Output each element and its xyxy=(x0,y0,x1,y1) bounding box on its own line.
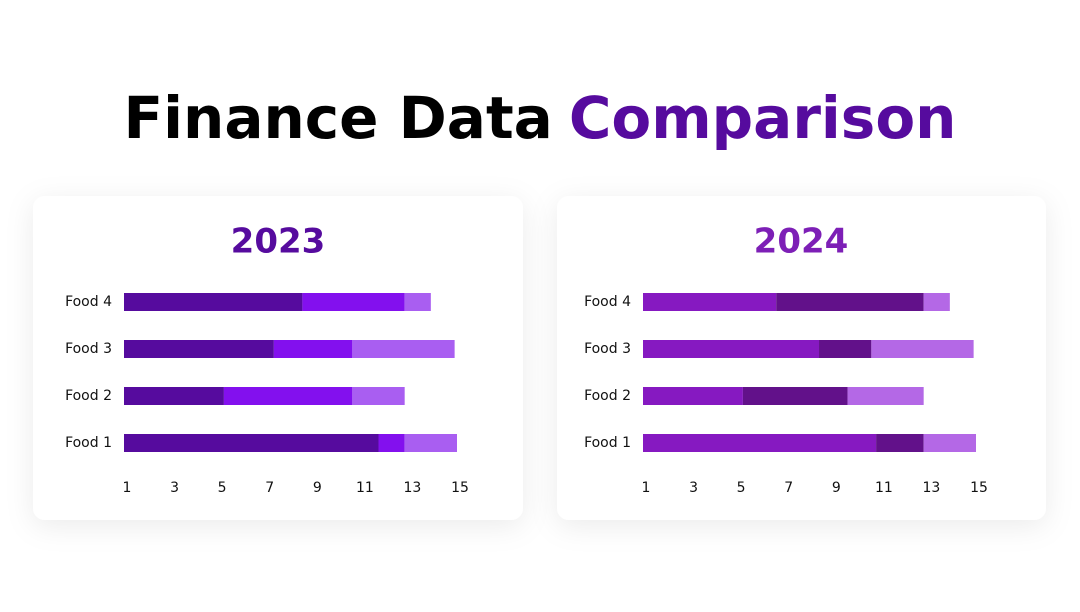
bar-segment xyxy=(124,387,224,405)
x-tick-label: 13 xyxy=(923,480,941,496)
x-tick-label: 1 xyxy=(123,480,132,496)
x-tick-label: 9 xyxy=(313,480,322,496)
x-tick-label: 7 xyxy=(784,480,793,496)
y-tick-label: Food 4 xyxy=(584,294,631,310)
slide-title: Finance Data Comparison xyxy=(124,84,957,152)
x-tick-label: 9 xyxy=(832,480,841,496)
bar-segment xyxy=(923,293,950,311)
bar-segment xyxy=(124,434,379,452)
bar-segment xyxy=(404,434,457,452)
x-tick-label: 13 xyxy=(404,480,422,496)
bar-segment xyxy=(776,293,924,311)
bar-segment xyxy=(643,340,820,358)
x-tick-label: 1 xyxy=(642,480,651,496)
chart-title: 2023 xyxy=(231,222,326,262)
bar-segment xyxy=(847,387,924,405)
y-tick-label: Food 1 xyxy=(584,435,631,451)
x-tick-label: 15 xyxy=(970,480,988,496)
bar-segment xyxy=(643,293,777,311)
x-tick-label: 11 xyxy=(356,480,374,496)
y-tick-label: Food 3 xyxy=(65,341,112,357)
bar-segment xyxy=(223,387,353,405)
bar-segment xyxy=(302,293,405,311)
x-tick-label: 3 xyxy=(170,480,179,496)
x-tick-label: 5 xyxy=(737,480,746,496)
bar-segment xyxy=(871,340,974,358)
bar-segment xyxy=(273,340,353,358)
y-tick-label: Food 2 xyxy=(584,388,631,404)
chart-title: 2024 xyxy=(754,222,849,262)
bar-segment xyxy=(378,434,405,452)
x-tick-label: 5 xyxy=(218,480,227,496)
bar-segment xyxy=(876,434,924,452)
bar-segment xyxy=(643,387,743,405)
bar-segment xyxy=(404,293,431,311)
bar-segment xyxy=(819,340,872,358)
x-tick-label: 11 xyxy=(875,480,893,496)
y-tick-label: Food 3 xyxy=(584,341,631,357)
bar-segment xyxy=(124,293,303,311)
y-tick-label: Food 1 xyxy=(65,435,112,451)
bar-segment xyxy=(124,340,274,358)
bar-segment xyxy=(643,434,877,452)
bar-segment xyxy=(352,340,455,358)
x-tick-label: 15 xyxy=(451,480,469,496)
x-tick-label: 7 xyxy=(265,480,274,496)
y-tick-label: Food 4 xyxy=(65,294,112,310)
y-tick-label: Food 2 xyxy=(65,388,112,404)
bar-segment xyxy=(742,387,848,405)
title-part: Finance Data xyxy=(124,84,553,152)
bar-segment xyxy=(352,387,405,405)
bar-segment xyxy=(923,434,976,452)
title-highlight: Comparison xyxy=(569,84,957,152)
x-tick-label: 3 xyxy=(689,480,698,496)
